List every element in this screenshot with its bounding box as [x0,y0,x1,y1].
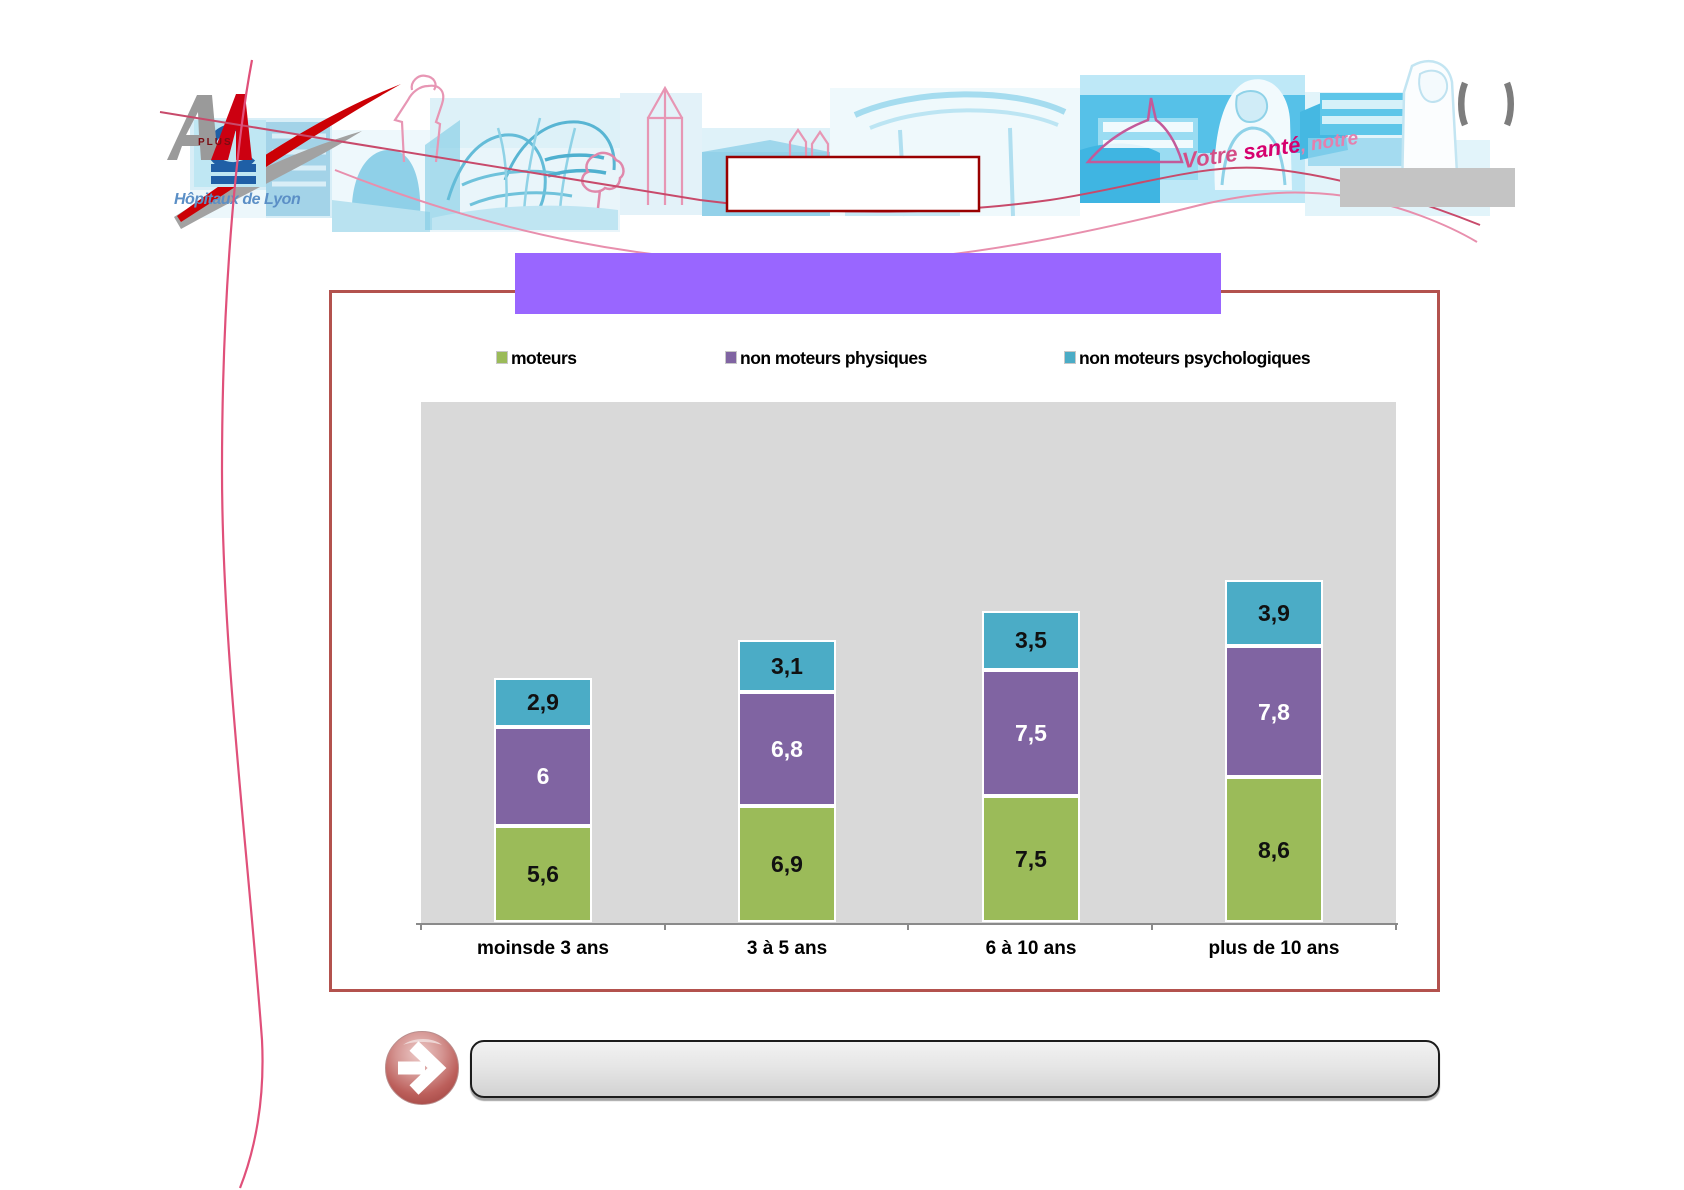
svg-text:Hôpitaux de Lyon: Hôpitaux de Lyon [174,191,301,208]
svg-text:PLUS: PLUS [198,137,233,148]
